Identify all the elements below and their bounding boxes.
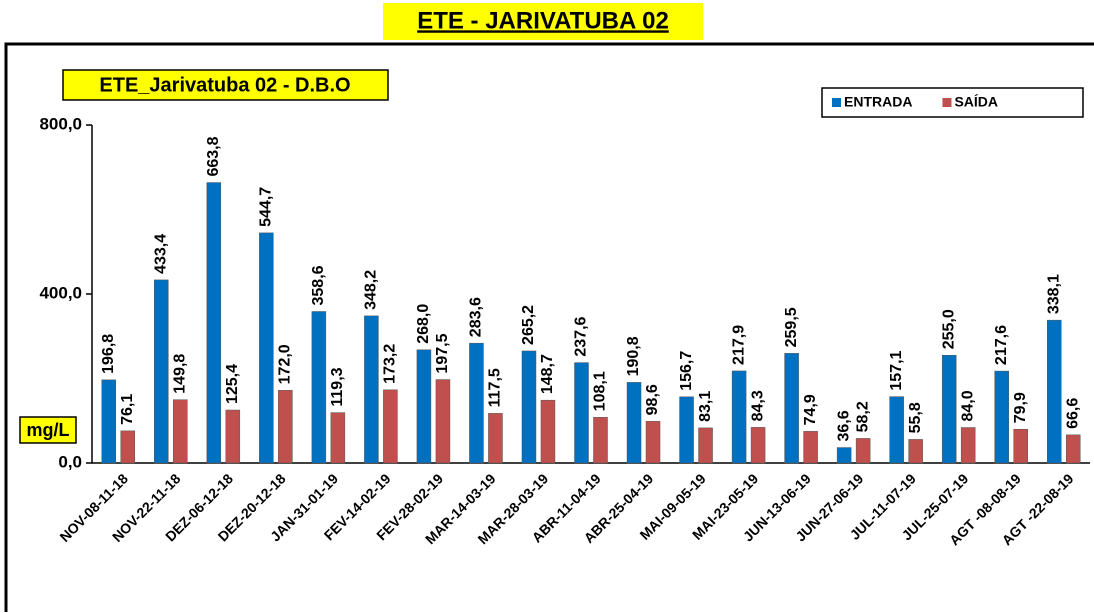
bar	[101, 379, 117, 464]
y-tick-label: 400,0	[39, 283, 82, 302]
y-axis-label: mg/L	[27, 420, 70, 440]
value-label: 156,7	[678, 351, 695, 391]
value-label: 119,3	[329, 367, 346, 406]
y-tick-label: 800,0	[39, 114, 82, 133]
bar	[1065, 434, 1081, 464]
value-label: 268,0	[415, 304, 432, 344]
bar	[488, 413, 503, 464]
bar	[469, 342, 484, 464]
value-label: 66,6	[1064, 398, 1081, 429]
value-label: 217,6	[993, 325, 1010, 365]
value-label: 172,0	[277, 344, 294, 384]
bar	[731, 370, 747, 464]
value-label: 197,5	[434, 333, 451, 373]
bar	[330, 412, 346, 464]
value-label: 259,5	[783, 307, 800, 347]
value-label: 196,8	[100, 334, 117, 374]
heading: ETE - JARIVATUBA 02	[417, 7, 669, 34]
value-label: 117,5	[487, 368, 504, 407]
bar	[960, 427, 976, 464]
value-label: 433,4	[153, 234, 170, 274]
bar	[1013, 428, 1028, 464]
title-box	[62, 69, 389, 101]
y-tick-label: 0,0	[58, 452, 82, 471]
value-label: 83,1	[697, 391, 714, 422]
bar	[173, 399, 188, 464]
value-label: 108,1	[592, 371, 609, 411]
value-label: 58,2	[854, 401, 871, 432]
value-label: 55,8	[907, 402, 924, 433]
legend-swatch	[832, 98, 841, 107]
legend-label: ENTRADA	[844, 94, 912, 110]
bar	[521, 350, 537, 464]
bar	[383, 389, 398, 464]
legend-box	[821, 87, 1084, 118]
value-label: 348,2	[363, 270, 380, 310]
bar	[941, 355, 957, 464]
value-label: 663,8	[205, 136, 222, 176]
value-label: 79,9	[1012, 392, 1029, 423]
frame	[4, 42, 1094, 612]
bar	[908, 439, 923, 464]
value-label: 217,9	[730, 325, 747, 365]
bar	[416, 349, 432, 464]
value-label: 76,1	[119, 394, 136, 425]
bar	[626, 382, 642, 464]
bar	[540, 399, 556, 464]
bar	[278, 390, 293, 464]
bar	[225, 409, 241, 464]
value-label: 237,6	[573, 316, 590, 356]
bar	[574, 362, 589, 464]
value-label: 190,8	[625, 336, 642, 376]
bar	[364, 315, 379, 464]
bar	[120, 430, 136, 464]
value-label: 358,6	[310, 265, 327, 305]
bar	[593, 417, 608, 464]
legend-swatch	[942, 98, 952, 107]
chart-title: ETE_Jarivatuba 02 - D.B.O	[99, 74, 350, 96]
value-label: 149,8	[172, 354, 189, 394]
value-label: 125,4	[224, 364, 241, 404]
value-label: 84,3	[749, 390, 766, 421]
bar	[994, 370, 1009, 464]
bar	[1046, 319, 1062, 464]
bar	[803, 431, 818, 464]
value-label: 157,1	[888, 350, 905, 390]
value-label: 98,6	[644, 384, 661, 415]
bar	[750, 427, 766, 464]
heading-box	[383, 3, 703, 40]
value-label: 74,9	[802, 394, 819, 425]
y-label-box	[19, 416, 77, 444]
bar	[698, 427, 713, 464]
value-label: 36,6	[835, 410, 852, 441]
bar	[679, 396, 694, 464]
bar	[784, 353, 799, 464]
bar	[855, 438, 871, 464]
bar	[435, 379, 451, 464]
value-label: 338,1	[1045, 274, 1062, 314]
bar	[889, 396, 904, 464]
value-label: 255,0	[940, 309, 957, 349]
value-label: 544,7	[258, 187, 275, 227]
bar	[154, 279, 169, 464]
value-label: 148,7	[539, 354, 556, 394]
value-label: 173,2	[382, 344, 399, 384]
bar	[259, 232, 274, 464]
legend-label: SAÍDA	[954, 94, 998, 110]
value-label: 265,2	[520, 305, 537, 345]
bar	[645, 421, 661, 464]
value-label: 283,6	[468, 297, 485, 337]
bar	[206, 182, 222, 464]
bar	[836, 447, 852, 464]
bar	[311, 311, 327, 464]
value-label: 84,0	[959, 390, 976, 421]
